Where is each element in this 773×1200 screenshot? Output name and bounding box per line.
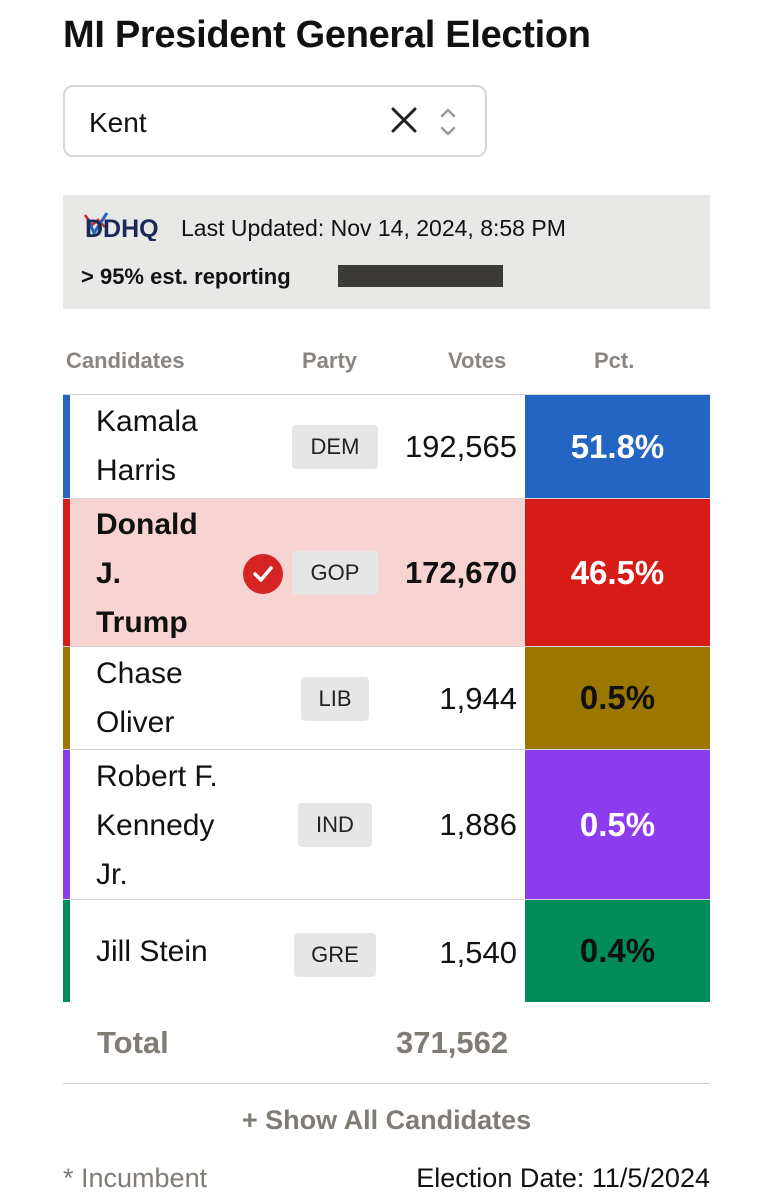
svg-text:DDHQ: DDHQ <box>85 215 159 241</box>
table-row: Jill Stein GRE 1,540 0.4% <box>63 899 710 1002</box>
vote-percent: 0.5% <box>525 647 710 749</box>
column-header-candidates: Candidates <box>66 348 185 373</box>
candidate-name: Jill Stein <box>96 935 208 968</box>
last-updated-text: Last Updated: Nov 14, 2024, 8:58 PM <box>181 215 566 241</box>
results-table: Kamala Harris DEM 192,565 51.8% Donald J. T… <box>63 394 710 1002</box>
party-badge: GRE <box>294 933 376 977</box>
candidate-name: Robert F. Kennedy Jr. <box>96 760 218 891</box>
show-all-candidates-button[interactable]: + Show All Candidates <box>241 1105 532 1135</box>
vote-percent: 0.5% <box>525 750 710 899</box>
party-color-stripe <box>63 900 70 1002</box>
total-label: Total <box>97 1025 169 1060</box>
election-date: Election Date: 11/5/2024 <box>416 1163 710 1193</box>
party-color-stripe <box>63 647 70 749</box>
reporting-progress-bar <box>338 265 503 287</box>
table-row: Chase Oliver LIB 1,944 0.5% <box>63 646 710 749</box>
vote-percent: 46.5% <box>525 499 710 646</box>
party-badge: GOP <box>292 551 378 595</box>
column-header-party: Party <box>302 348 358 373</box>
table-row: Donald J. Trump GOP 172,670 46.5% <box>63 498 710 646</box>
chevron-updown-icon[interactable] <box>437 105 459 139</box>
candidate-name: Chase Oliver <box>96 657 183 739</box>
table-row: Robert F. Kennedy Jr. IND 1,886 0.5% <box>63 749 710 899</box>
county-select-value: Kent <box>89 107 147 138</box>
reporting-status: > 95% est. reporting <box>81 264 291 289</box>
check-circle-icon <box>243 554 283 594</box>
vote-percent: 0.4% <box>525 900 710 1002</box>
party-badge: DEM <box>292 425 378 469</box>
party-badge: IND <box>298 803 372 847</box>
vote-percent: 51.8% <box>525 395 710 498</box>
total-votes: 371,562 <box>396 1025 509 1060</box>
close-icon[interactable] <box>387 101 423 141</box>
party-color-stripe <box>63 750 70 899</box>
column-header-pct: Pct. <box>594 348 635 373</box>
vote-count: 1,886 <box>439 807 517 842</box>
vote-count: 172,670 <box>404 555 517 590</box>
page-title: MI President General Election <box>63 14 591 56</box>
party-badge: LIB <box>301 677 369 721</box>
vote-count: 1,944 <box>439 681 517 716</box>
table-row: Kamala Harris DEM 192,565 51.8% <box>63 394 710 498</box>
vote-count: 1,540 <box>439 935 517 970</box>
ddhq-logo: DDHQ <box>83 211 163 243</box>
incumbent-note: * Incumbent <box>63 1163 208 1193</box>
county-select[interactable]: Kent <box>63 85 487 157</box>
candidate-name: Kamala Harris <box>96 405 198 487</box>
vote-count: 192,565 <box>404 429 517 464</box>
divider <box>63 1083 710 1084</box>
candidate-name: Donald J. Trump <box>96 508 198 639</box>
party-color-stripe <box>63 499 70 646</box>
update-info-box: DDHQ Last Updated: Nov 14, 2024, 8:58 PM… <box>63 195 710 309</box>
party-color-stripe <box>63 395 70 498</box>
column-header-votes: Votes <box>448 348 507 373</box>
